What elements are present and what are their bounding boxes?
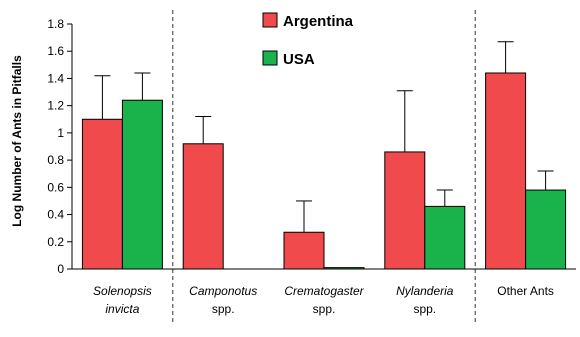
bar-argentina-2 — [283, 231, 325, 270]
legend-label-argentina: Argentina — [283, 13, 354, 30]
error-bars — [94, 41, 554, 233]
category-label: invicta — [105, 302, 139, 316]
bar-usa-0 — [121, 99, 163, 270]
category-label: spp. — [413, 302, 436, 316]
category-label: Nylanderia — [396, 284, 454, 298]
bar-argentina-1 — [182, 143, 224, 270]
y-tick-label: 0.4 — [47, 208, 64, 222]
category-labels: Solenopsis invicta Camponotus spp. Crematoga… — [93, 284, 554, 316]
bar-argentina-4 — [485, 72, 527, 270]
category-label: Crematogaster — [284, 284, 364, 298]
y-tick-label: 1.4 — [47, 71, 64, 85]
category-label: spp. — [313, 302, 336, 316]
category-label: spp. — [212, 302, 235, 316]
bar-argentina-0 — [81, 118, 123, 270]
y-tick-label: 1.2 — [47, 99, 64, 113]
legend-label-usa: USA — [283, 51, 315, 68]
bars — [81, 72, 567, 270]
category-label: Camponotus — [189, 284, 257, 298]
y-tick-label: 0.2 — [47, 235, 64, 249]
bar-usa-3 — [424, 205, 466, 270]
y-tick-label: 1 — [57, 126, 64, 140]
category-dividers — [172, 10, 476, 325]
y-tick-label: 0.8 — [47, 153, 64, 167]
legend-swatch-argentina — [262, 12, 278, 28]
y-tick-label: 1.6 — [47, 44, 64, 58]
y-axis-ticks: 0 0.2 0.4 0.6 0.8 1 1.2 1.4 1.6 1.8 — [47, 17, 72, 276]
legend: Argentina USA — [262, 12, 354, 68]
y-axis-label: Log Number of Ants in Pitfalls — [10, 55, 24, 227]
bar-usa-4 — [525, 189, 567, 270]
category-label: Solenopsis — [93, 284, 152, 298]
y-tick-label: 1.8 — [47, 17, 64, 31]
y-tick-label: 0 — [57, 262, 64, 276]
bar-argentina-3 — [384, 151, 426, 270]
category-label: Other Ants — [497, 284, 554, 298]
y-tick-label: 0.6 — [47, 180, 64, 194]
legend-swatch-usa — [262, 50, 278, 66]
